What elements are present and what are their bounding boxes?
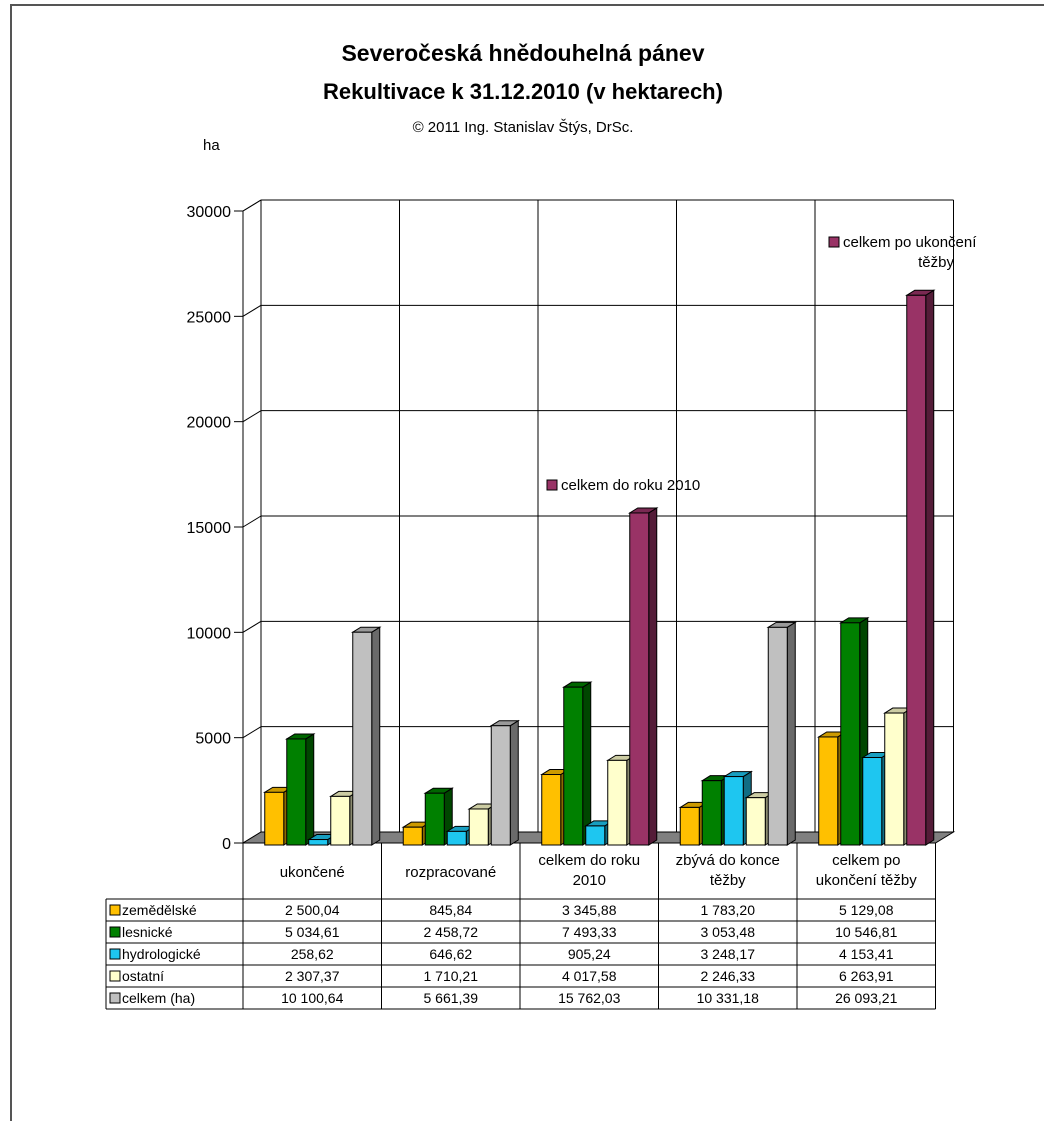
bar xyxy=(286,738,307,846)
gridline-side xyxy=(242,726,262,739)
bar xyxy=(767,626,788,846)
bar xyxy=(490,725,511,846)
annotation-swatch xyxy=(546,479,558,491)
category-label: zbývá do konce xyxy=(676,852,780,869)
table-cell: 10 331,18 xyxy=(697,990,759,1006)
y-tick-label: 20000 xyxy=(187,415,232,432)
gridline-side xyxy=(242,304,262,317)
table-cell: 258,62 xyxy=(291,946,334,962)
table-cell: 2 458,72 xyxy=(424,924,479,940)
table-cell: 2 500,04 xyxy=(285,902,340,918)
bar xyxy=(330,795,351,846)
bar xyxy=(818,736,839,846)
bar xyxy=(402,826,423,846)
bar-side xyxy=(371,626,381,846)
annotation-label: těžby xyxy=(918,254,954,271)
table-cell: 26 093,21 xyxy=(835,990,897,1006)
bar xyxy=(679,806,700,846)
bar xyxy=(906,294,927,846)
category-label: těžby xyxy=(710,872,746,889)
side-wall-top xyxy=(242,199,262,212)
bar-side xyxy=(509,719,519,846)
table-cell: 5 034,61 xyxy=(285,924,340,940)
category-label: ukončené xyxy=(280,864,345,881)
bar xyxy=(446,830,467,846)
table-cell: 2 307,37 xyxy=(285,968,340,984)
bar xyxy=(585,825,606,846)
bar xyxy=(541,774,562,846)
annotation-label: celkem do roku 2010 xyxy=(561,477,700,494)
table-cell: 10 546,81 xyxy=(835,924,897,940)
bar xyxy=(701,780,722,846)
y-axis-unit-label: ha xyxy=(203,137,220,154)
bar xyxy=(563,686,584,846)
chart-subtitle: Rekultivace k 31.12.2010 (v hektarech) xyxy=(323,79,723,104)
table-cell: 15 762,03 xyxy=(558,990,620,1006)
bar-side xyxy=(925,289,935,846)
bar xyxy=(862,757,883,846)
bar xyxy=(840,622,861,846)
bar xyxy=(723,776,744,846)
table-cell: 845,84 xyxy=(429,902,472,918)
gridline-side xyxy=(242,410,262,423)
table-cell: 646,62 xyxy=(429,946,472,962)
table-cell: 3 248,17 xyxy=(701,946,756,962)
category-label: 2010 xyxy=(573,872,606,889)
legend-swatch xyxy=(109,992,121,1004)
legend-swatch xyxy=(109,904,121,916)
legend-label: zemědělské xyxy=(122,902,197,918)
y-tick-label: 0 xyxy=(222,836,231,853)
category-label: celkem po xyxy=(832,852,900,869)
table-cell: 905,24 xyxy=(568,946,611,962)
y-tick-label: 15000 xyxy=(187,520,232,537)
bar-side xyxy=(648,507,658,846)
legend-label: hydrologické xyxy=(122,946,201,962)
annotation-swatch xyxy=(828,236,840,248)
table-cell: 1 710,21 xyxy=(424,968,479,984)
page-frame xyxy=(10,4,1044,1121)
y-tick-label: 30000 xyxy=(187,204,232,221)
legend-label: celkem (ha) xyxy=(122,990,195,1006)
table-cell: 4 153,41 xyxy=(839,946,894,962)
bar xyxy=(745,797,766,846)
chart-credit: © 2011 Ing. Stanislav Štýs, DrSc. xyxy=(412,119,634,136)
bar-side xyxy=(582,681,592,846)
bar xyxy=(308,839,329,846)
bar xyxy=(607,759,628,846)
bar-side xyxy=(305,733,315,846)
gridline-side xyxy=(242,515,262,528)
table-cell: 4 017,58 xyxy=(562,968,617,984)
table-cell: 3 345,88 xyxy=(562,902,617,918)
table-cell: 7 493,33 xyxy=(562,924,617,940)
table-cell: 6 263,91 xyxy=(839,968,894,984)
legend-label: ostatní xyxy=(122,968,164,984)
y-tick-label: 10000 xyxy=(187,625,232,642)
bar xyxy=(629,512,650,846)
legend-swatch xyxy=(109,948,121,960)
legend-swatch xyxy=(109,926,121,938)
gridline-side xyxy=(242,620,262,633)
chart-title: Severočeská hnědouhelná pánev xyxy=(341,40,705,66)
category-label: rozpracované xyxy=(405,864,496,881)
y-tick-label: 25000 xyxy=(187,309,232,326)
table-cell: 1 783,20 xyxy=(701,902,756,918)
bar xyxy=(468,808,489,846)
y-tick-label: 5000 xyxy=(195,731,231,748)
legend-swatch xyxy=(109,970,121,982)
table-cell: 5 661,39 xyxy=(424,990,479,1006)
table-cell: 2 246,33 xyxy=(701,968,756,984)
bar-side xyxy=(786,621,796,846)
bar xyxy=(264,791,285,846)
category-label: celkem do roku xyxy=(538,852,640,869)
table-cell: 10 100,64 xyxy=(281,990,343,1006)
category-label: ukončení těžby xyxy=(816,872,917,889)
bar xyxy=(352,631,373,846)
annotation-label: celkem po ukončení xyxy=(843,234,977,251)
table-cell: 3 053,48 xyxy=(701,924,756,940)
legend-label: lesnické xyxy=(122,924,173,940)
bar xyxy=(884,712,905,846)
table-cell: 5 129,08 xyxy=(839,902,894,918)
bar xyxy=(424,792,445,846)
